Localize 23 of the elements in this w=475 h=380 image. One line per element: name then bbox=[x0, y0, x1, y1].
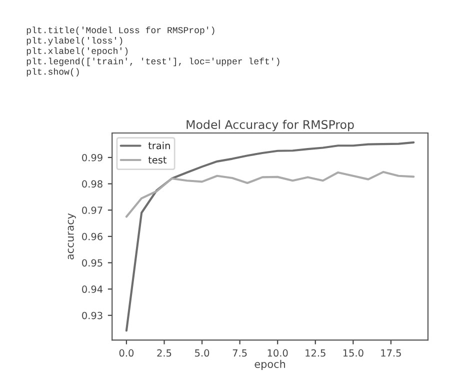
legend-label: train bbox=[148, 142, 170, 150]
x-tick-label: 2.5 bbox=[157, 349, 172, 357]
x-tick-label: 12.5 bbox=[306, 349, 326, 357]
x-tick-label: 7.5 bbox=[232, 349, 247, 357]
y-tick-label: 0.98 bbox=[82, 180, 102, 188]
x-tick-label: 10.0 bbox=[268, 349, 288, 357]
line-series bbox=[125, 170, 415, 218]
y-tick-label: 0.93 bbox=[82, 312, 102, 320]
y-tick-label: 0.94 bbox=[82, 286, 103, 293]
y-tick-label: 0.99 bbox=[82, 154, 102, 162]
x-axis-title: epoch bbox=[254, 360, 286, 370]
x-tick-label: 5.0 bbox=[195, 349, 210, 357]
chart-title: Model Accuracy for RMSProp bbox=[186, 120, 354, 132]
x-tick-label: 0.0 bbox=[119, 349, 134, 357]
x-tick-label: 17.5 bbox=[381, 349, 401, 357]
y-tick-label: 0.97 bbox=[82, 206, 102, 214]
x-tick-label: 15.0 bbox=[343, 349, 364, 357]
legend-label: test bbox=[148, 156, 167, 164]
text: plt.title('Model Loss for RMSProp') plt.ylabel('loss') plt.xlabel('epoch') plt.legend(['train', 'test'], loc='upper left') plt.show() bbox=[26, 26, 280, 77]
y-axis-title: accuracy bbox=[68, 213, 76, 260]
y-tick-label: 0.96 bbox=[82, 232, 102, 240]
y-tick-label: 0.95 bbox=[82, 259, 102, 267]
line-series bbox=[125, 141, 415, 332]
